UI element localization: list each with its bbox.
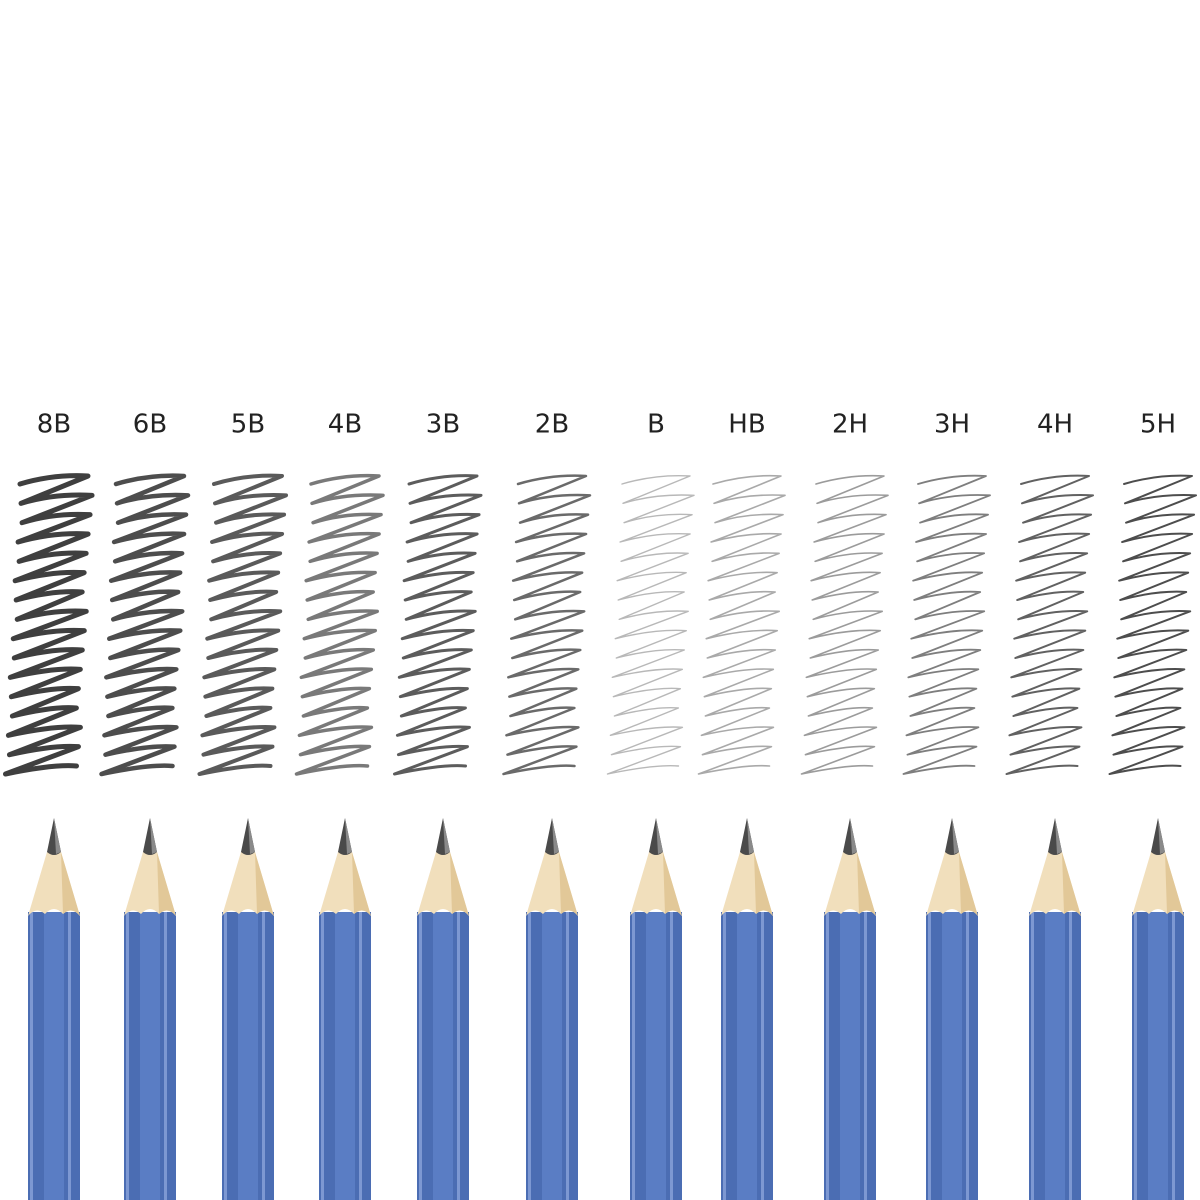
- pencil-facet: [238, 912, 258, 1200]
- pencil-facet: [44, 912, 64, 1200]
- pencil-edge: [670, 912, 673, 1200]
- scribble: [294, 473, 385, 776]
- pencil-lead-shine: [150, 818, 157, 854]
- pencil-wood-shade: [352, 852, 371, 916]
- pencil-edge: [928, 912, 931, 1200]
- grade-column: 6B: [99, 410, 191, 1200]
- grade-column: 3H: [902, 410, 991, 1200]
- scribble: [1005, 474, 1095, 775]
- pencil-facet: [433, 912, 453, 1200]
- pencil-edge: [566, 912, 569, 1200]
- pencil-facet: [542, 912, 562, 1200]
- pencil-facet: [1045, 912, 1065, 1200]
- pencil-edge: [359, 912, 362, 1200]
- pencil-edge: [761, 912, 764, 1200]
- grade-label: 5H: [1140, 410, 1176, 440]
- pencil-edge: [30, 912, 33, 1200]
- pencil-wood-shade: [857, 852, 876, 916]
- scribble: [800, 474, 889, 775]
- grade-column: 4B: [294, 410, 385, 1200]
- pencil-facet: [1148, 912, 1168, 1200]
- pencil-edge: [1172, 912, 1175, 1200]
- pencil-facet: [942, 912, 962, 1200]
- pencil-edge: [321, 912, 324, 1200]
- pencil-facet: [140, 912, 160, 1200]
- pencil-lead-shine: [952, 818, 959, 854]
- pencil-edge: [528, 912, 531, 1200]
- pencil-edge: [262, 912, 265, 1200]
- grade-column: 5H: [1108, 410, 1198, 1200]
- grade-label: 8B: [37, 410, 71, 440]
- pencil-wood-shade: [1062, 852, 1081, 916]
- pencil-edge: [224, 912, 227, 1200]
- grade-label: 4B: [328, 410, 362, 440]
- grade-label: B: [647, 410, 665, 440]
- grade-label: 6B: [133, 410, 167, 440]
- pencil-wood-shade: [663, 852, 682, 916]
- grade-column: 2B: [502, 410, 592, 1200]
- scribble: [697, 474, 786, 775]
- pencil-lead-shine: [552, 818, 559, 854]
- pencil-edge: [126, 912, 129, 1200]
- pencil-lead-shine: [747, 818, 754, 854]
- pencil-edge: [966, 912, 969, 1200]
- pencil-wood-shade: [61, 852, 80, 916]
- pencil-edge: [1031, 912, 1034, 1200]
- pencil-facet: [335, 912, 355, 1200]
- pencil-edge: [723, 912, 726, 1200]
- pencil-edge: [1069, 912, 1072, 1200]
- pencil-wood-shade: [559, 852, 578, 916]
- pencil-lead-shine: [443, 818, 450, 854]
- pencil-lead-shine: [656, 818, 663, 854]
- grade-column: 4H: [1005, 410, 1095, 1200]
- scribble: [3, 473, 95, 777]
- grade-column: 3B: [393, 410, 483, 1200]
- pencil-edge: [864, 912, 867, 1200]
- pencil-wood-shade: [157, 852, 176, 916]
- pencil-facet: [737, 912, 757, 1200]
- pencil-edge: [419, 912, 422, 1200]
- scribble: [99, 473, 191, 777]
- grade-label: 2B: [535, 410, 569, 440]
- pencil-wood-shade: [959, 852, 978, 916]
- grade-label: HB: [728, 410, 765, 440]
- pencil-lead-shine: [345, 818, 352, 854]
- scribble: [1108, 474, 1198, 775]
- scribble: [393, 474, 483, 776]
- pencil-lead-shine: [248, 818, 255, 854]
- pencil-facet: [840, 912, 860, 1200]
- pencil-edge: [164, 912, 167, 1200]
- pencil-facet: [646, 912, 666, 1200]
- pencil-edge: [1134, 912, 1137, 1200]
- grade-column: 5B: [197, 410, 289, 1200]
- scribble: [606, 475, 695, 775]
- pencil-wood-shade: [1165, 852, 1184, 916]
- pencil-edge: [826, 912, 829, 1200]
- grade-label: 3B: [426, 410, 460, 440]
- scribble: [502, 474, 592, 776]
- pencil-wood-shade: [255, 852, 274, 916]
- scribble: [902, 474, 991, 775]
- pencil-edge: [457, 912, 460, 1200]
- pencil-edge: [632, 912, 635, 1200]
- grade-column: B: [606, 410, 695, 1200]
- grade-label: 2H: [832, 410, 868, 440]
- scribble: [197, 473, 289, 776]
- grade-label: 4H: [1037, 410, 1073, 440]
- pencil-wood-shade: [754, 852, 773, 916]
- pencil-lead-shine: [1055, 818, 1062, 854]
- pencil-lead-shine: [850, 818, 857, 854]
- grade-column: 2H: [800, 410, 889, 1200]
- pencil-edge: [68, 912, 71, 1200]
- grade-column: HB: [697, 410, 786, 1200]
- grade-label: 5B: [231, 410, 265, 440]
- pencil-wood-shade: [450, 852, 469, 916]
- grade-label: 3H: [934, 410, 970, 440]
- pencil-lead-shine: [1158, 818, 1165, 854]
- pencil-lead-shine: [54, 818, 61, 854]
- grade-column: 8B: [3, 410, 95, 1200]
